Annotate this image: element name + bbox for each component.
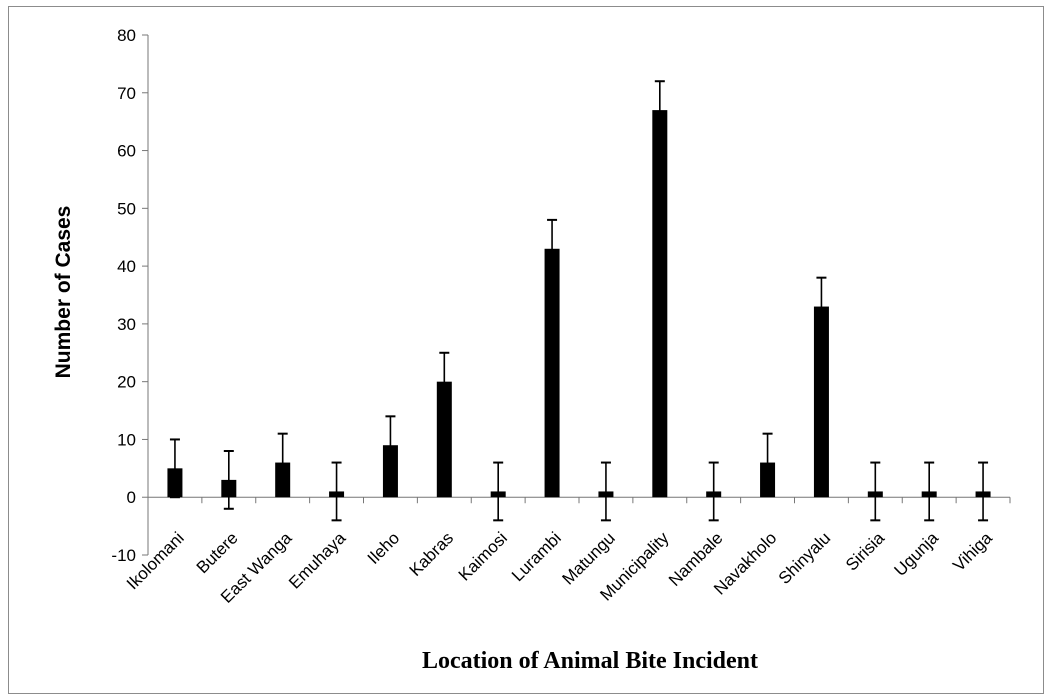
y-tick-label: 70 xyxy=(117,84,136,103)
y-tick-label: 30 xyxy=(117,315,136,334)
bar-municipality xyxy=(652,110,668,498)
x-tick-label: Lurambi xyxy=(508,528,565,585)
y-tick-label: 40 xyxy=(117,257,136,276)
y-axis-title: Number of Cases xyxy=(52,206,75,379)
x-tick-label: Kabras xyxy=(406,528,458,580)
x-tick-label: Kaimosi xyxy=(455,528,511,584)
bars xyxy=(167,110,991,498)
x-tick-label: Ileho xyxy=(364,528,404,568)
bar-shinyalu xyxy=(813,306,829,498)
y-tick-label: -10 xyxy=(111,546,136,565)
bar-lurambi xyxy=(544,248,560,498)
y-tick-label: 60 xyxy=(117,142,136,161)
axes xyxy=(142,34,1011,556)
y-tick-label: 0 xyxy=(127,488,136,507)
y-tick-labels: -10 0 10 20 30 40 50 60 70 80 xyxy=(111,26,136,565)
y-tick-label: 80 xyxy=(117,26,136,45)
x-tick-label: Vihiga xyxy=(949,528,996,575)
x-tick-label: Emuhaya xyxy=(285,528,350,593)
x-tick-label: Shinyalu xyxy=(775,528,835,588)
error-bars xyxy=(169,80,989,522)
y-tick-label: 50 xyxy=(117,199,136,218)
x-tick-label: Sirisia xyxy=(842,528,889,575)
y-tick-label: 20 xyxy=(117,373,136,392)
x-tick-label: Ugunja xyxy=(890,528,942,580)
x-axis-title: Location of Animal Bite Incident xyxy=(422,648,758,674)
x-tick-label: Butere xyxy=(193,528,242,577)
y-tick-label: 10 xyxy=(117,430,136,449)
chart-frame: -10 0 10 20 30 40 50 60 70 80 Ikolomani Butere East… xyxy=(8,6,1044,694)
